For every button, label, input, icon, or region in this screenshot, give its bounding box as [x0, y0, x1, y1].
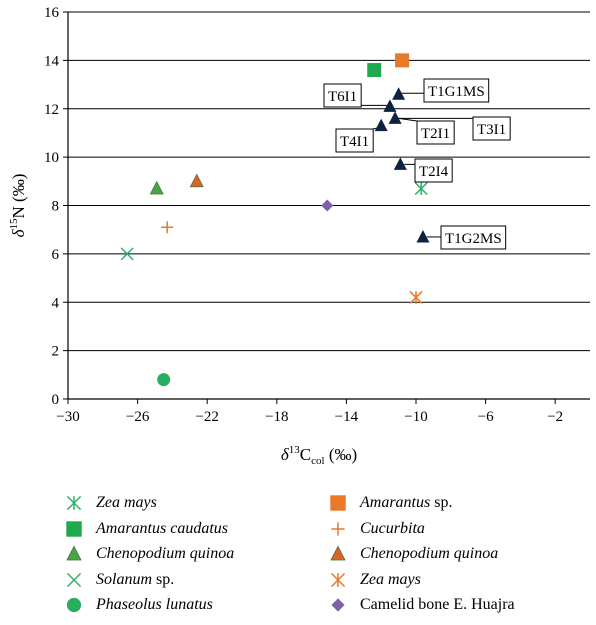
x-tick-label: −30	[56, 409, 79, 425]
x-tick-label: −6	[478, 409, 494, 425]
data-point-x	[120, 247, 134, 261]
legend-marker-square	[66, 520, 82, 537]
data-point-triangle	[416, 229, 430, 243]
y-tick-label: 0	[52, 392, 60, 408]
legend-marker-triangle	[330, 545, 346, 561]
x-tick-label: −18	[265, 409, 288, 425]
data-point-asterisk	[409, 290, 423, 304]
y-tick-label: 10	[44, 150, 59, 166]
legend-label: Zea mays	[360, 570, 421, 588]
legend-item: Zea mays	[62, 492, 157, 514]
legend-marker-diamond	[331, 598, 345, 612]
y-tick-label: 12	[44, 102, 59, 118]
x-tick-label: −10	[404, 409, 427, 425]
legend-label: Camelid bone E. Huajra	[360, 596, 515, 613]
y-tick-label: 14	[44, 53, 60, 69]
data-point-triangle	[392, 87, 406, 100]
legend-item: Chenopodium quinoa	[62, 543, 234, 565]
annotation-label: T3I1	[477, 122, 506, 138]
annotation-t2i4: T2I4	[414, 158, 453, 183]
annotation-t2i1: T2I1	[416, 120, 455, 145]
y-axis-label: δ15N (‰)	[8, 174, 28, 238]
y-tick-label: 8	[52, 199, 60, 215]
annotation-t3i1: T3I1	[472, 116, 511, 141]
legend-item: Zea mays	[326, 569, 421, 591]
legend: Zea mays Amarantus caudatus Chenopodium qu…	[62, 492, 592, 622]
legend-item: Amarantus caudatus	[62, 518, 228, 540]
legend-marker-circle	[66, 597, 82, 613]
legend-label: Chenopodium quinoa	[360, 545, 499, 562]
legend-marker-triangle	[66, 545, 82, 561]
legend-label: Zea mays	[96, 494, 157, 511]
legend-label: Amarantus sp.	[360, 494, 453, 511]
legend-item: Cucurbita	[326, 518, 425, 540]
annotation-t1g1ms: T1G1MS	[423, 78, 490, 103]
x-tick-label: −26	[126, 409, 150, 425]
data-point-square	[367, 63, 382, 78]
scatter-chart: 0 2 4 6 8 10 12 14 16 −30 −26 −22 −18 −14 −10 −6 −2 T1G1…	[8, 5, 590, 467]
legend-item: Solanum sp.	[62, 569, 174, 591]
annotation-label: T1G2MS	[445, 231, 502, 247]
x-tick-label: −14	[335, 409, 359, 425]
legend-marker-x	[66, 572, 82, 587]
data-point-diamond	[321, 199, 334, 212]
y-tick-label: 16	[44, 5, 60, 21]
legend-item: Camelid bone E. Huajra	[326, 594, 515, 616]
data-point-circle	[157, 373, 171, 387]
annotation-t1g2ms: T1G2MS	[440, 225, 507, 250]
data-points	[120, 53, 430, 387]
annotation-t6i1: T6I1	[323, 83, 362, 108]
legend-marker-square	[330, 495, 346, 511]
data-point-triangle	[393, 157, 407, 170]
x-tick-label: −22	[195, 409, 218, 425]
legend-label: Solanum sp.	[96, 570, 175, 588]
legend-marker-plus	[331, 521, 345, 536]
tick-labels: 0 2 4 6 8 10 12 14 16 −30 −26 −22 −18 −14 −10 −6 −2	[44, 5, 563, 425]
annotation-label: T1G1MS	[428, 84, 485, 100]
legend-label: Amarantus caudatus	[96, 519, 228, 537]
data-point-square	[395, 53, 410, 68]
data-point-triangle	[189, 173, 204, 188]
annotation-label: T6I1	[328, 89, 357, 105]
data-point-triangle	[383, 99, 397, 112]
data-point-triangle	[374, 118, 388, 132]
data-point-triangle	[149, 180, 164, 195]
point-annotations: T1G1MS T6I1 T3I1 T2I1 T4I1 T2I4 T1G2MS	[323, 78, 511, 250]
legend-marker-asterisk	[66, 495, 82, 511]
annotation-label: T4I1	[340, 134, 369, 150]
data-point-triangle	[388, 111, 402, 124]
legend-label: Chenopodium quinoa	[96, 545, 235, 562]
annotation-label: T2I1	[421, 126, 450, 142]
y-tick-label: 4	[52, 295, 60, 311]
x-axis-label: δ13Ccol (‰)	[281, 444, 357, 467]
legend-label: Cucurbita	[360, 519, 425, 537]
annotation-t4i1: T4I1	[335, 128, 374, 153]
legend-label: Phaseolus lunatus	[96, 596, 213, 613]
axis-labels: δ13Ccol (‰) δ15N (‰)	[8, 174, 357, 467]
legend-marker-asterisk	[330, 572, 346, 587]
gridlines	[63, 11, 590, 404]
annotation-label: T2I4	[419, 164, 449, 180]
axes	[67, 12, 590, 400]
y-tick-label: 2	[52, 344, 60, 360]
legend-item: Chenopodium quinoa	[326, 543, 498, 565]
data-point-asterisk	[414, 182, 428, 196]
data-point-plus	[161, 221, 174, 234]
x-tick-label: −2	[547, 409, 563, 425]
y-tick-label: 6	[52, 247, 60, 263]
legend-item: Phaseolus lunatus	[62, 594, 213, 616]
legend-item: Amarantus sp.	[326, 492, 452, 514]
